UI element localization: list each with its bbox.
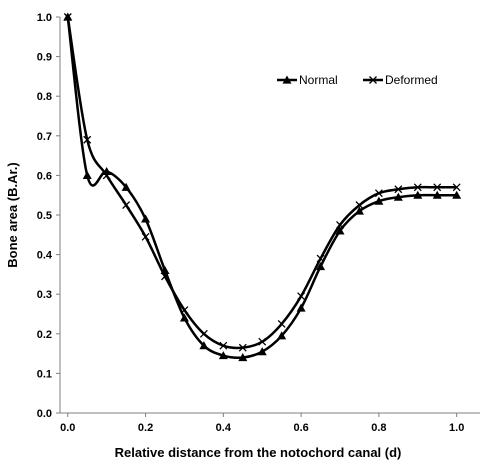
data-point-deformed (355, 201, 364, 210)
data-point-normal (432, 190, 442, 199)
x-marker-stroke (433, 183, 442, 192)
data-point-deformed (180, 306, 189, 314)
x-marker-stroke (199, 329, 208, 338)
data-point-deformed (122, 201, 131, 210)
x-marker-stroke (63, 13, 72, 21)
x-marker-stroke (258, 337, 267, 346)
data-point-normal (238, 353, 248, 362)
data-point-normal (354, 206, 364, 215)
data-point-deformed (219, 341, 228, 350)
data-point-deformed (452, 183, 461, 192)
data-point-deformed (316, 254, 325, 263)
y-tick-label: 0.7 (37, 131, 52, 143)
x-marker-stroke (180, 306, 189, 314)
x-marker-stroke (452, 183, 461, 192)
data-point-normal (393, 192, 403, 201)
data-point-deformed (141, 232, 150, 241)
data-point-deformed (238, 343, 247, 352)
y-tick-label: 0.4 (37, 250, 53, 262)
x-marker-stroke (122, 201, 131, 210)
y-tick-label: 0.3 (37, 289, 52, 301)
data-point-deformed (258, 337, 267, 346)
data-point-deformed (102, 171, 111, 180)
x-marker-stroke (161, 272, 169, 281)
data-point-normal (452, 190, 462, 199)
axes (56, 16, 480, 417)
y-tick-label: 0.6 (37, 170, 52, 182)
legend-item-deformed: Deformed (363, 73, 438, 87)
data-point-normal (316, 261, 326, 271)
x-tick-label: 0.4 (216, 422, 232, 434)
data-point-deformed (297, 292, 306, 301)
legend-marker-normal (282, 75, 292, 84)
x-tick-label: 1.0 (449, 422, 464, 434)
tick-labels: 0.0 0.1 0.2 0.3 0.4 0.5 0.6 0.7 0.8 0.9 1.0 0.0 0.2 0… (37, 12, 465, 434)
data-point-normal (121, 182, 131, 191)
x-axis-title: Relative distance from the notochord can… (115, 445, 402, 460)
x-marker-stroke (355, 201, 364, 210)
legend: Normal Deformed (277, 73, 438, 87)
data-point-deformed (277, 319, 286, 328)
data-point-deformed (199, 329, 208, 338)
x-marker-stroke (297, 292, 306, 301)
data-point-deformed (161, 272, 169, 281)
data-point-deformed (336, 220, 344, 229)
x-marker-stroke (316, 254, 325, 263)
y-tick-label: 0.8 (37, 91, 52, 103)
x-marker-stroke (83, 135, 92, 144)
x-marker-stroke (369, 76, 377, 84)
x-tick-label: 0.6 (293, 422, 308, 434)
x-marker-stroke (141, 232, 150, 241)
series-deformed (63, 13, 461, 352)
data-point-normal (296, 303, 306, 312)
data-point-deformed (374, 189, 383, 198)
series-line-deformed (66, 16, 457, 350)
y-tick-label: 0.9 (37, 52, 52, 64)
data-point-deformed (413, 183, 422, 192)
x-marker-stroke (374, 189, 383, 198)
x-tick-label: 0.8 (371, 422, 386, 434)
series-group (63, 12, 462, 362)
x-tick-label: 0.0 (60, 422, 75, 434)
legend-marker-deformed (369, 76, 377, 84)
y-tick-label: 0.1 (37, 368, 52, 380)
data-point-normal (141, 214, 151, 223)
legend-item-normal: Normal (277, 73, 338, 87)
legend-label-deformed: Deformed (385, 73, 438, 87)
data-point-normal (335, 226, 345, 235)
data-point-deformed (433, 183, 442, 192)
data-point-normal (199, 341, 209, 350)
x-marker-stroke (413, 183, 422, 192)
y-axis-title: Bone area (B.Ar.) (5, 162, 20, 267)
y-tick-label: 0.0 (37, 408, 52, 420)
x-marker-stroke (219, 341, 228, 350)
x-marker-stroke (102, 171, 111, 180)
x-marker-stroke (336, 220, 344, 229)
data-point-normal (277, 331, 287, 340)
series-normal (63, 12, 462, 362)
x-marker-stroke (238, 343, 247, 352)
legend-label-normal: Normal (299, 73, 338, 87)
data-point-normal (179, 313, 189, 322)
y-tick-label: 1.0 (37, 12, 52, 24)
data-point-normal (374, 196, 384, 205)
x-marker-stroke (277, 319, 286, 328)
data-point-deformed (63, 13, 72, 21)
y-tick-label: 0.5 (37, 210, 52, 222)
x-tick-label: 0.2 (138, 422, 153, 434)
data-point-normal (413, 190, 423, 199)
data-point-deformed (83, 135, 92, 144)
series-line-normal (66, 16, 457, 360)
data-point-normal (82, 170, 92, 179)
data-point-normal (218, 351, 228, 360)
data-point-normal (257, 347, 267, 356)
y-tick-label: 0.2 (37, 329, 52, 341)
x-marker-stroke (394, 185, 403, 194)
data-point-deformed (394, 185, 403, 194)
